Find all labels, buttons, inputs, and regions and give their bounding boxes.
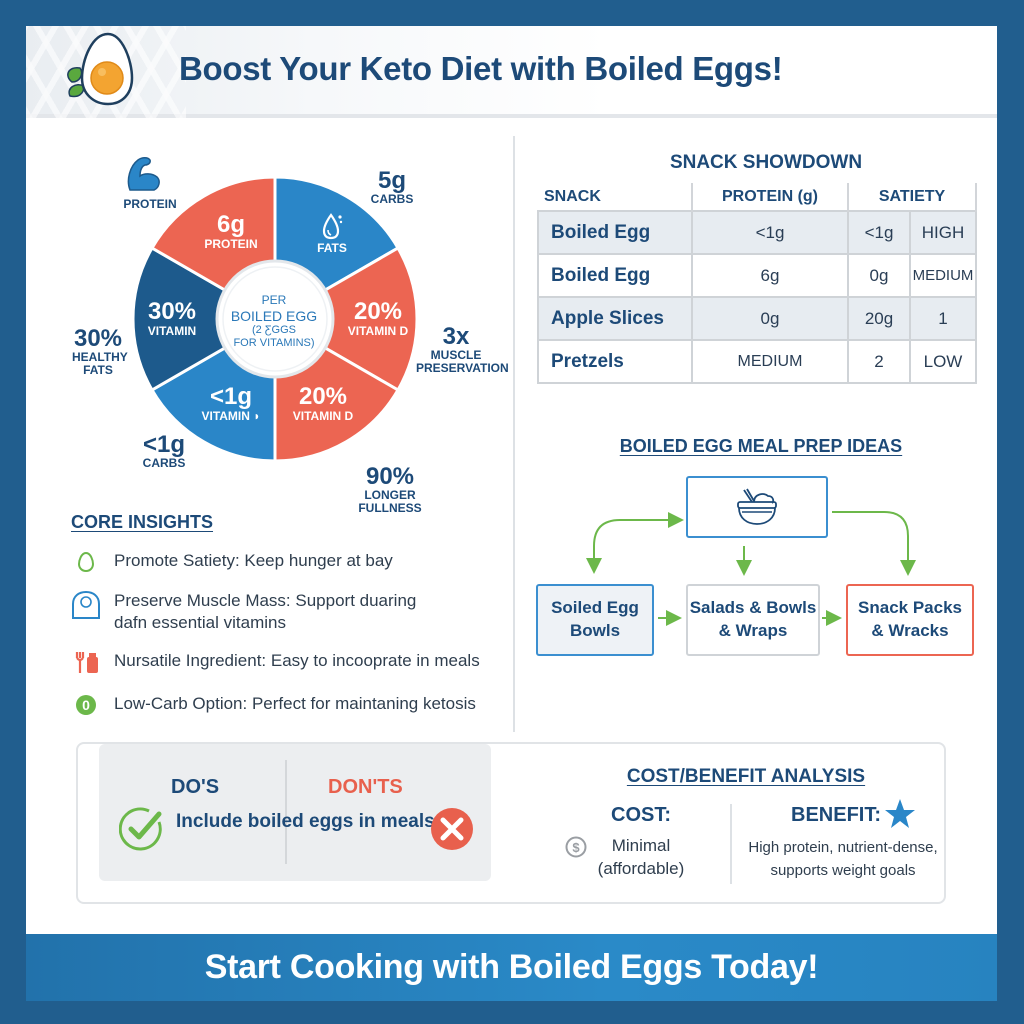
table-row: Pretzels MEDIUM 2 LOW xyxy=(537,339,977,384)
column-header: PROTEIN (g) xyxy=(691,183,848,211)
check-circle-icon xyxy=(119,807,162,851)
outer-label-healthy-fats: 30% HEALTHY FATS xyxy=(72,325,128,377)
insight-item: 0 Low-Carb Option: Perfect for maintanin… xyxy=(66,693,476,717)
star-icon xyxy=(885,799,915,828)
column-header: SATIETY xyxy=(847,183,977,211)
insight-item: Preserve Muscle Mass: Support duaring da… xyxy=(66,590,416,634)
table-header-row: SNACK PROTEIN (g) SATIETY xyxy=(538,183,977,211)
segment-protein-label: 6g PROTEIN xyxy=(204,211,258,252)
bottom-section-frame xyxy=(76,742,946,904)
zero-badge-icon: 0 xyxy=(66,693,106,717)
cost-benefit-title: COST/BENEFIT ANALYSIS xyxy=(626,766,866,787)
table-row: Boiled Egg <1g <1g HIGH xyxy=(537,210,977,255)
muscle-badge-icon xyxy=(66,590,106,620)
table-row: Boiled Egg 6g 0g MEDIUM xyxy=(537,253,977,298)
segment-vitamin-lt1g-label: <1g VITAMIN ◗ xyxy=(201,383,261,424)
fork-jar-icon xyxy=(66,650,106,674)
prep-box-soiled-egg-bowls: Soiled Egg Bowls xyxy=(536,584,654,656)
segment-vitamin-d-1-label: 20% VITAMIN D xyxy=(347,298,409,339)
x-circle-icon xyxy=(431,808,473,850)
meal-prep-hub xyxy=(686,476,828,538)
column-divider xyxy=(513,136,515,732)
dos-donts-card xyxy=(99,744,491,881)
benefit-text: High protein, nutrient-dense, supports w… xyxy=(748,839,938,879)
prep-box-salads-bowls: Salads & Bowls & Wraps xyxy=(686,584,820,656)
boiled-egg-icon xyxy=(67,32,134,106)
infographic-panel: Boost Your Keto Diet with Boiled Eggs! 6… xyxy=(26,26,997,934)
egg-outline-icon xyxy=(66,550,106,574)
segment-fats-label: FATS xyxy=(284,212,380,255)
benefit-label: BENEFIT: xyxy=(791,804,881,826)
dos-label: DO'S xyxy=(171,776,220,798)
core-insights-title: CORE INSIGHTS xyxy=(71,512,214,532)
outer-label-muscle: 3x MUSCLE PRESERVATION xyxy=(416,323,509,375)
segment-vitamin-d-2-label: 20% VITAMIN D xyxy=(292,383,354,424)
snack-table: SNACK PROTEIN (g) SATIETY Boiled Egg <1g… xyxy=(537,183,977,384)
segment-vitamin-d-1 xyxy=(271,245,419,393)
segment-vitamin-30 xyxy=(131,245,279,393)
dos-text: Include boiled eggs in meals xyxy=(176,811,435,832)
footer-cta: Start Cooking with Boiled Eggs Today! xyxy=(204,948,819,986)
dos-donts-divider xyxy=(285,760,287,864)
donts-label: DON'TS xyxy=(328,776,403,798)
svg-text:0: 0 xyxy=(82,697,90,713)
outer-label-carbs-lt1g: <1g CARBS xyxy=(142,431,186,471)
cost-text: Minimal (affordable) xyxy=(597,836,685,878)
column-header: SNACK xyxy=(544,187,601,205)
page-title: Boost Your Keto Diet with Boiled Eggs! xyxy=(179,50,783,87)
water-drop-icon xyxy=(322,213,343,240)
insight-item: Nursatile Ingredient: Easy to incooprate… xyxy=(66,650,480,674)
cost-benefit-divider xyxy=(730,804,732,884)
footer-banner: Start Cooking with Boiled Eggs Today! xyxy=(26,934,997,1001)
outer-label-fullness: 90% LONGER FULLNESS xyxy=(358,463,422,515)
table-row: Apple Slices 0g 20g 1 xyxy=(537,296,977,341)
outer-label-carbs-5g: 5g CARBS xyxy=(370,167,414,207)
insight-item: Promote Satiety: Keep hunger at bay xyxy=(66,550,393,574)
nutrition-wheel xyxy=(131,175,419,463)
segment-vitamin-30-label: 30% VITAMIN xyxy=(147,298,197,339)
flexed-bicep-icon xyxy=(127,157,160,191)
dollar-coin-icon: $ xyxy=(565,836,587,858)
svg-text:$: $ xyxy=(572,840,580,855)
pie-center-label: PER BOILED EGG (2 ƸGGS FOR VITAMINS) xyxy=(230,293,318,349)
header: Boost Your Keto Diet with Boiled Eggs! xyxy=(26,26,997,118)
meal-prep-title: BOILED EGG MEAL PREP IDEAS xyxy=(619,436,903,456)
cost-label: COST: xyxy=(611,804,671,826)
outer-label-protein: PROTEIN xyxy=(114,154,186,211)
prep-box-snack-packs: Snack Packs & Wracks xyxy=(846,584,974,656)
bowl-chopsticks-icon xyxy=(737,488,777,525)
snack-showdown-title: SNACK SHOWDOWN xyxy=(669,152,863,173)
